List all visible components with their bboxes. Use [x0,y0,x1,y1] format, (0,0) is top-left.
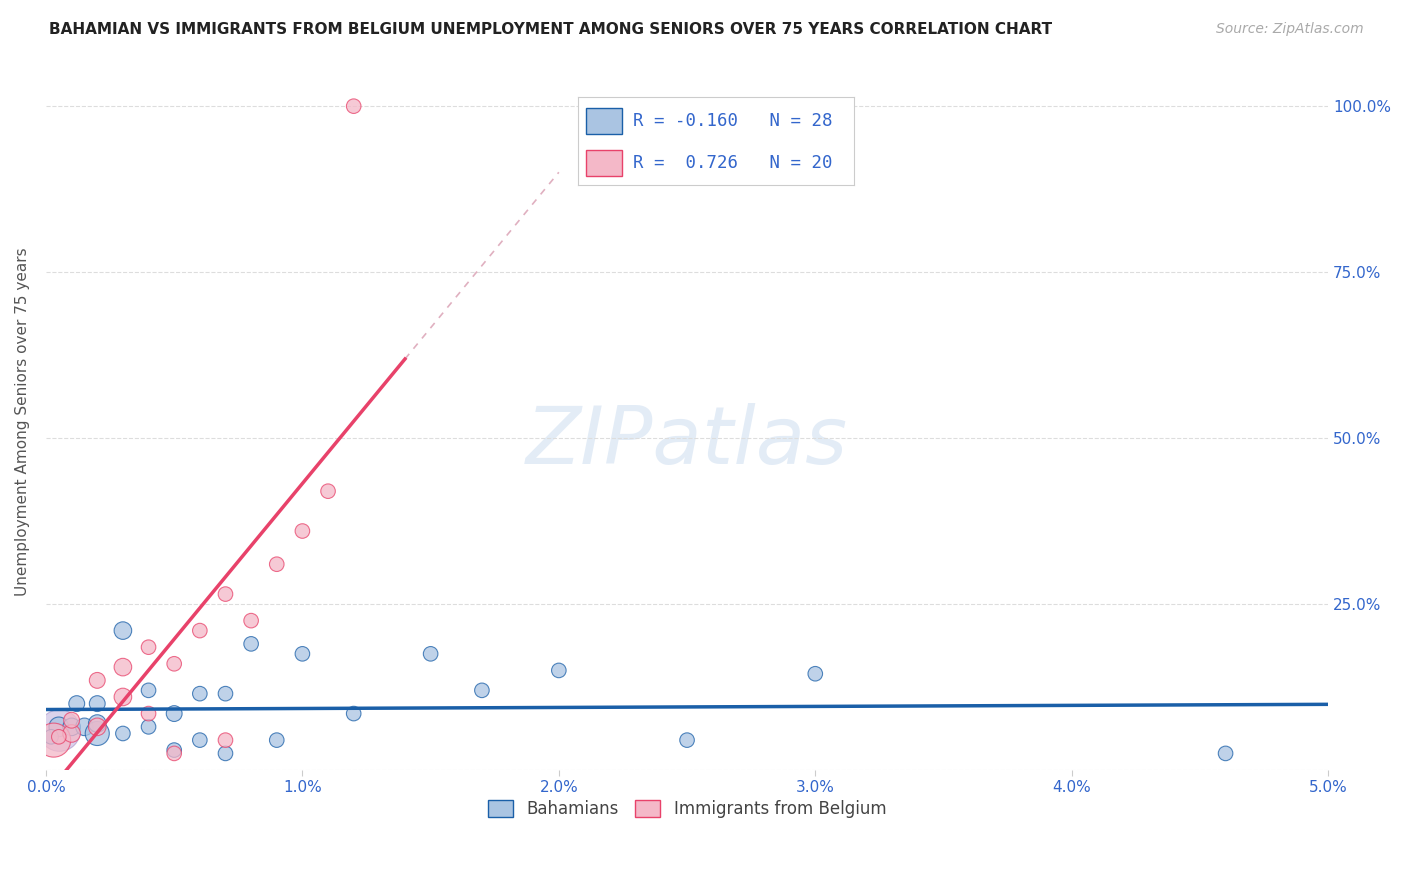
Point [291,647,314,661]
Point [138,640,160,655]
Point [214,687,236,701]
Point [111,690,134,704]
Point [291,524,314,538]
Point [214,747,236,761]
Text: Source: ZipAtlas.com: Source: ZipAtlas.com [1216,22,1364,37]
Point [39,730,62,744]
Point [60,713,83,727]
Point [60,720,83,734]
Point [1215,747,1237,761]
Point [163,706,186,721]
Point [48,723,70,738]
Point [111,660,134,674]
Text: ZIPatlas: ZIPatlas [526,403,848,482]
Point [214,733,236,747]
Point [188,687,211,701]
Point [266,558,288,572]
Point [188,624,211,638]
Point [111,624,134,638]
Point [343,99,366,113]
Point [48,720,70,734]
Y-axis label: Unemployment Among Seniors over 75 years: Unemployment Among Seniors over 75 years [15,247,30,596]
Point [214,587,236,601]
Point [547,664,569,678]
Point [73,720,96,734]
Point [86,697,108,711]
Point [343,706,366,721]
Point [42,733,65,747]
Point [48,730,70,744]
Point [138,706,160,721]
Point [86,720,108,734]
Point [163,657,186,671]
Point [86,726,108,740]
Point [86,716,108,731]
Point [676,733,699,747]
Point [163,747,186,761]
Text: BAHAMIAN VS IMMIGRANTS FROM BELGIUM UNEMPLOYMENT AMONG SENIORS OVER 75 YEARS COR: BAHAMIAN VS IMMIGRANTS FROM BELGIUM UNEM… [49,22,1052,37]
Point [804,666,827,681]
Point [163,743,186,757]
Point [66,697,89,711]
Point [240,637,263,651]
Point [111,726,134,740]
Point [471,683,494,698]
Point [240,614,263,628]
Point [188,733,211,747]
Point [419,647,441,661]
Point [316,484,339,499]
Point [60,726,83,740]
Legend: Bahamians, Immigrants from Belgium: Bahamians, Immigrants from Belgium [481,793,893,824]
Point [138,720,160,734]
Point [86,673,108,688]
Point [138,683,160,698]
Point [266,733,288,747]
